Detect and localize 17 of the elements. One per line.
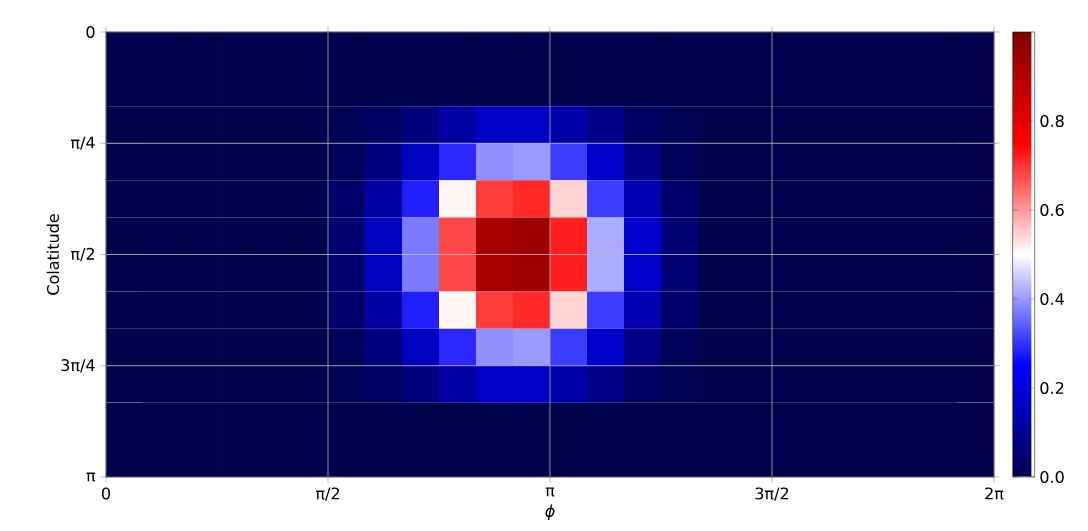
- color-bar-label: 0.6: [1040, 203, 1064, 217]
- x-tick-label: 0: [101, 487, 111, 500]
- y-tick-label: 3π/4: [61, 359, 95, 373]
- y-tick-label: 0: [86, 25, 95, 39]
- y-tick-label: π: [86, 472, 96, 482]
- color-bar-label: 0.4: [1040, 292, 1064, 306]
- x-axis-title: ϕ: [545, 504, 555, 521]
- color-bar-label: 0.0: [1040, 470, 1064, 484]
- y-tick-label: π/2: [70, 247, 94, 262]
- y-axis-title: Colatitude: [46, 214, 60, 295]
- x-tick-label: 2π: [985, 487, 1004, 500]
- x-tick-label: 3π/2: [755, 487, 789, 501]
- x-tick-label: π/2: [315, 487, 339, 501]
- y-tick-label: π/4: [70, 136, 95, 150]
- color-bar-label: 0.8: [1040, 114, 1064, 128]
- color-bar-label: 0.2: [1040, 381, 1064, 395]
- x-tick-label: π: [545, 487, 555, 497]
